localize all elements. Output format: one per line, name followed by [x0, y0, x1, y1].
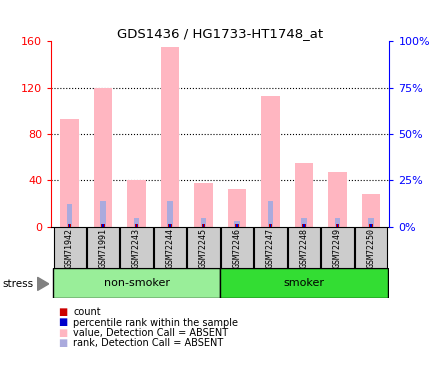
Bar: [135, 224, 138, 227]
Text: GSM72248: GSM72248: [299, 228, 308, 267]
Bar: [167, 201, 173, 227]
Bar: [194, 183, 213, 227]
Bar: [295, 163, 313, 227]
Text: non-smoker: non-smoker: [104, 278, 170, 288]
Bar: [269, 224, 272, 227]
Text: GSM72249: GSM72249: [333, 228, 342, 267]
Text: GSM71942: GSM71942: [65, 228, 74, 267]
Bar: [355, 227, 387, 268]
Bar: [235, 221, 239, 227]
Text: GSM72250: GSM72250: [367, 228, 376, 267]
Bar: [201, 217, 206, 227]
Bar: [321, 227, 353, 268]
Text: count: count: [73, 307, 101, 317]
Text: value, Detection Call = ABSENT: value, Detection Call = ABSENT: [73, 328, 229, 338]
Text: ■: ■: [58, 307, 67, 317]
Bar: [127, 180, 146, 227]
Bar: [53, 268, 220, 298]
Text: stress: stress: [2, 279, 33, 289]
Bar: [203, 224, 204, 227]
Text: GSM71991: GSM71991: [99, 228, 108, 267]
Bar: [328, 172, 347, 227]
Text: GSM72246: GSM72246: [233, 228, 242, 267]
Text: ■: ■: [58, 318, 67, 327]
Bar: [255, 227, 287, 268]
Text: smoker: smoker: [283, 278, 324, 288]
Bar: [335, 217, 340, 227]
Bar: [169, 224, 171, 227]
Bar: [69, 224, 70, 227]
Bar: [270, 224, 271, 227]
Bar: [134, 217, 139, 227]
Bar: [236, 224, 238, 227]
Bar: [101, 201, 105, 227]
Bar: [136, 224, 138, 227]
Bar: [53, 227, 86, 268]
Bar: [154, 227, 186, 268]
Bar: [337, 224, 338, 227]
Bar: [261, 96, 280, 227]
Bar: [168, 224, 172, 227]
Bar: [187, 227, 219, 268]
Bar: [94, 88, 112, 227]
Text: GSM72247: GSM72247: [266, 228, 275, 267]
Bar: [368, 217, 373, 227]
Bar: [102, 224, 104, 227]
Bar: [302, 224, 306, 227]
Bar: [301, 217, 307, 227]
Text: rank, Detection Call = ABSENT: rank, Detection Call = ABSENT: [73, 338, 224, 348]
Polygon shape: [37, 278, 49, 290]
Bar: [221, 227, 253, 268]
Bar: [87, 227, 119, 268]
Bar: [303, 224, 305, 227]
Bar: [370, 224, 372, 227]
Text: ■: ■: [58, 328, 67, 338]
Text: percentile rank within the sample: percentile rank within the sample: [73, 318, 239, 327]
Text: GSM72244: GSM72244: [166, 228, 174, 267]
Bar: [220, 268, 388, 298]
Bar: [336, 224, 339, 227]
Bar: [67, 204, 72, 227]
Text: ■: ■: [58, 338, 67, 348]
Bar: [235, 224, 239, 227]
Bar: [61, 119, 79, 227]
Text: GSM72245: GSM72245: [199, 228, 208, 267]
Title: GDS1436 / HG1733-HT1748_at: GDS1436 / HG1733-HT1748_at: [117, 27, 324, 40]
Bar: [121, 227, 153, 268]
Bar: [68, 224, 71, 227]
Bar: [369, 224, 372, 227]
Bar: [288, 227, 320, 268]
Bar: [101, 224, 105, 227]
Bar: [161, 47, 179, 227]
Text: GSM72243: GSM72243: [132, 228, 141, 267]
Bar: [362, 194, 380, 227]
Bar: [202, 224, 205, 227]
Bar: [268, 201, 273, 227]
Bar: [228, 189, 246, 227]
